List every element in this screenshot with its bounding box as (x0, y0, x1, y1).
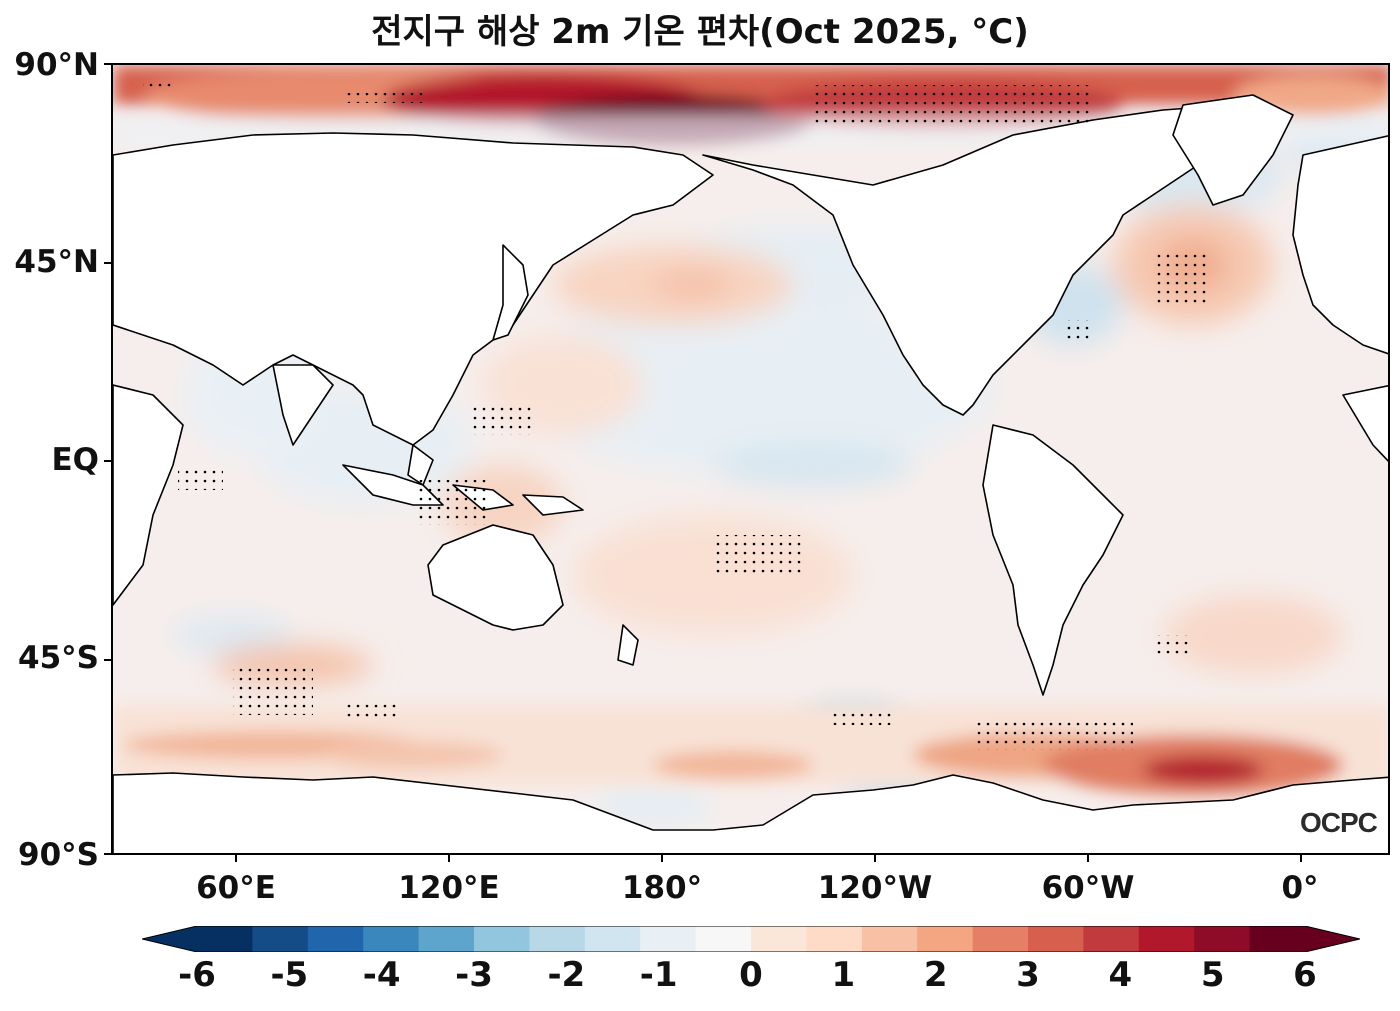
colorbar-bin (806, 926, 863, 952)
lon-label-60w: 60°W (1041, 870, 1135, 906)
colorbar-bin (307, 926, 364, 952)
lon-tick-mark (235, 855, 237, 862)
lat-tick-mark (104, 460, 111, 462)
colorbar-tick-label: -4 (362, 955, 401, 995)
lon-tick-mark (448, 855, 450, 862)
lat-label-90n: 90°N (14, 47, 99, 83)
lon-tick-mark (661, 855, 663, 862)
colorbar-bin (197, 926, 253, 952)
colorbar-bin (861, 926, 918, 952)
lon-tick-mark (1087, 855, 1089, 862)
lat-tick-mark (104, 659, 111, 661)
map-panel (111, 63, 1390, 855)
colorbar-tick-label: 4 (1108, 955, 1133, 995)
colorbar-tick-label: 5 (1200, 955, 1225, 995)
lat-label-eq: EQ (51, 442, 99, 478)
colorbar-tick-label: 3 (1016, 955, 1040, 995)
lat-label-90s: 90°S (18, 837, 99, 873)
lat-tick-mark (104, 853, 111, 855)
colorbar-bin (751, 926, 807, 952)
colorbar-tick-label: -3 (455, 955, 493, 995)
lon-label-0: 0° (1281, 870, 1319, 906)
map-title: 전지구 해상 2m 기온 편차(Oct 2025, °C) (371, 12, 1029, 52)
continents (113, 94, 1388, 853)
colorbar-bin (252, 926, 309, 952)
anomaly-field (113, 65, 1388, 853)
colorbar-tick-label: -2 (547, 955, 586, 995)
colorbar-extend-max (1305, 926, 1360, 952)
colorbar-bin (1083, 926, 1140, 952)
lon-label-180: 180° (621, 870, 703, 906)
colorbar-bin (584, 926, 641, 952)
colorbar-tick-label: 1 (831, 955, 856, 995)
lon-tick-mark (1300, 855, 1302, 862)
colorbar-bin (474, 926, 530, 952)
colorbar-bin (529, 926, 586, 952)
colorbar-tick-label: 6 (1293, 955, 1317, 995)
lat-label-45s: 45°S (18, 640, 99, 676)
colorbar-bin (695, 926, 752, 952)
colorbar-bin (1138, 926, 1195, 952)
colorbar-bin (640, 926, 697, 952)
colorbar-bin (363, 926, 420, 952)
lat-tick-mark (104, 262, 111, 264)
colorbar-tick-label: -1 (639, 955, 678, 995)
lon-label-120w: 120°W (817, 870, 933, 906)
lon-label-120e: 120°E (398, 870, 500, 906)
colorbar (142, 926, 1360, 952)
lon-label-60e: 60°E (196, 870, 276, 906)
colorbar-bin (972, 926, 1029, 952)
lon-tick-mark (874, 855, 876, 862)
lat-tick-mark (104, 63, 111, 65)
ocpc-logo: OCPC (1300, 807, 1378, 838)
colorbar-tick-label: 2 (923, 955, 948, 995)
colorbar-tick-label: -6 (178, 955, 216, 995)
colorbar-bin (917, 926, 974, 952)
colorbar-tick-label: -5 (270, 955, 309, 995)
lat-label-45n: 45°N (14, 244, 99, 280)
colorbar-extend-min (142, 926, 197, 952)
colorbar-bin (418, 926, 475, 952)
colorbar-bin (1028, 926, 1084, 952)
colorbar-bin (1249, 926, 1306, 952)
significance-stipple (143, 83, 1208, 750)
colorbar-bin (1194, 926, 1251, 952)
colorbar-tick-label: 0 (739, 955, 763, 995)
